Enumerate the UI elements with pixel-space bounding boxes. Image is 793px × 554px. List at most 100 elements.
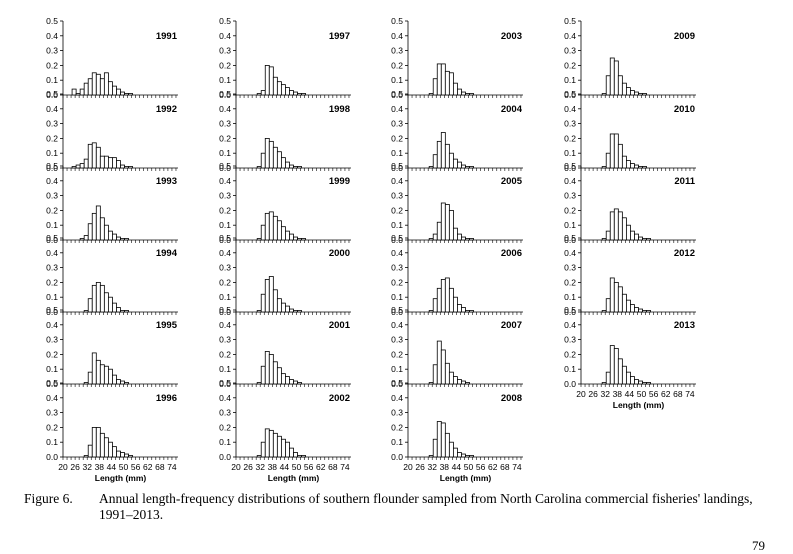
histogram-bar — [605, 230, 611, 241]
y-tick-label: 0.5 — [219, 89, 231, 99]
y-tick-label: 0.0 — [391, 90, 403, 100]
histogram-bar — [293, 452, 298, 458]
histogram-bar — [448, 152, 454, 169]
y-tick-label: 0.2 — [46, 133, 58, 143]
histogram-bar — [107, 230, 113, 241]
histogram-bar — [621, 217, 627, 241]
y-tick-label: 0.4 — [219, 176, 231, 186]
histogram-bar — [601, 93, 607, 96]
histogram-bar — [256, 93, 262, 96]
x-tick-label: 50 — [292, 462, 302, 472]
histogram-bar — [630, 304, 635, 313]
histogram-bar — [91, 212, 97, 241]
histogram-bar — [272, 289, 278, 313]
y-tick-label: 0.0 — [564, 307, 576, 317]
y-tick-label: 0.4 — [46, 104, 58, 114]
histogram-bar — [630, 163, 635, 169]
y-tick-label: 0.0 — [219, 235, 231, 245]
histogram-bar — [103, 155, 109, 169]
histogram-bar — [457, 233, 462, 241]
histogram-bar — [448, 209, 454, 241]
histogram-bar — [124, 93, 129, 96]
histogram-bar — [120, 164, 125, 169]
histogram-bar — [634, 164, 639, 169]
x-tick-label: 68 — [328, 462, 338, 472]
histogram-bar — [285, 87, 290, 96]
histogram-bar — [107, 368, 113, 385]
x-tick-label: 68 — [500, 462, 510, 472]
histogram-bar — [256, 166, 262, 169]
histogram-bar — [297, 166, 302, 169]
histogram-bar — [256, 382, 262, 385]
histogram-bar — [276, 81, 282, 96]
x-tick-label: 56 — [649, 389, 659, 399]
histogram-bar — [642, 310, 647, 313]
y-tick-label: 0.4 — [564, 31, 576, 41]
y-tick-label: 0.3 — [219, 263, 231, 273]
histogram-bar — [448, 72, 454, 96]
x-tick-label: 74 — [512, 462, 522, 472]
y-tick-label: 0.4 — [219, 31, 231, 41]
y-tick-label: 0.3 — [391, 119, 403, 129]
y-tick-label: 0.1 — [564, 220, 576, 230]
histogram-bar — [107, 296, 113, 313]
figure-label: Figure 6. — [24, 491, 73, 506]
histogram-bar — [256, 238, 262, 241]
histogram-bar — [289, 233, 294, 241]
y-tick-label: 0.1 — [564, 148, 576, 158]
x-tick-label: 68 — [155, 462, 165, 472]
histogram-bar — [99, 78, 105, 96]
panel-year-label: 2001 — [329, 320, 351, 331]
y-tick-label: 0.4 — [219, 104, 231, 114]
histogram-bar — [280, 302, 286, 313]
histogram-bar — [428, 382, 434, 385]
y-tick-label: 0.2 — [219, 349, 231, 359]
figure-caption-text: Annual length-frequency distributions of… — [99, 491, 753, 522]
y-tick-label: 0.2 — [219, 205, 231, 215]
histogram-bar — [301, 93, 307, 96]
histogram-bar — [601, 166, 607, 169]
y-tick-label: 0.2 — [46, 60, 58, 70]
y-tick-label: 0.5 — [391, 161, 403, 171]
histogram-bar — [95, 73, 101, 96]
histogram-bar — [301, 455, 307, 458]
y-tick-label: 0.5 — [564, 305, 576, 315]
histogram-bar — [112, 233, 117, 241]
y-tick-label: 0.5 — [46, 305, 58, 315]
histogram-bar — [638, 93, 643, 96]
y-tick-label: 0.0 — [219, 452, 231, 462]
y-tick-label: 0.5 — [219, 16, 231, 26]
histogram-bar — [116, 307, 121, 313]
x-tick-label: 38 — [613, 389, 623, 399]
histogram-bar — [605, 75, 611, 96]
histogram-bar — [436, 421, 442, 458]
histogram-bar — [91, 284, 97, 313]
histogram-bar — [613, 208, 619, 241]
histogram-bar — [432, 438, 438, 458]
histogram-bar — [264, 137, 270, 169]
x-tick-label: 56 — [131, 462, 141, 472]
y-tick-label: 0.3 — [391, 191, 403, 201]
histogram-bar — [280, 84, 286, 96]
histogram-bar — [285, 161, 290, 169]
histogram-bar — [465, 455, 470, 458]
histogram-bar — [444, 143, 450, 169]
length-frequency-charts: 0.0 0.1 0.2 0.3 0.4 0.5 1991 0.0 0.1 0.2 0.3 0.4 0.5… — [46, 16, 696, 483]
x-tick-label: 26 — [588, 389, 598, 399]
histogram-bar — [124, 310, 129, 313]
y-tick-label: 0.2 — [46, 422, 58, 432]
y-tick-label: 0.1 — [46, 148, 58, 158]
histogram-bar — [124, 238, 129, 241]
x-tick-label: 74 — [340, 462, 350, 472]
x-tick-label: 38 — [440, 462, 450, 472]
histogram-bar — [260, 365, 266, 385]
histogram-bar — [75, 93, 81, 96]
y-tick-label: 0.1 — [46, 75, 58, 85]
histogram-bar — [124, 166, 129, 169]
histogram-bar — [99, 155, 105, 169]
y-tick-label: 0.3 — [564, 263, 576, 273]
y-tick-label: 0.3 — [564, 46, 576, 56]
y-tick-label: 0.1 — [391, 292, 403, 302]
histogram-bar — [297, 310, 302, 313]
histogram-bar — [428, 93, 434, 96]
